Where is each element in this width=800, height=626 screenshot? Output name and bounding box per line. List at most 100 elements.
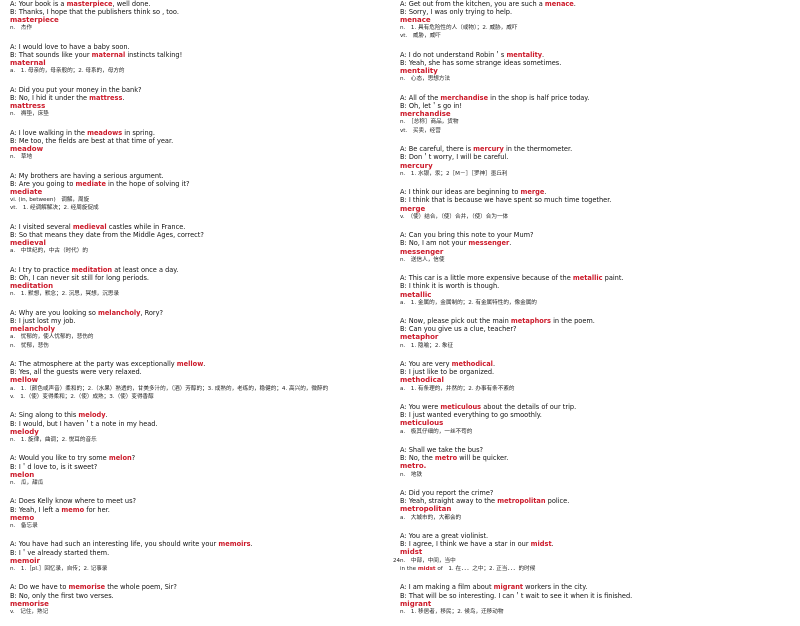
text-segment: . [122,94,125,103]
text-segment: B: Are you going to [10,180,76,189]
headword: memoir [10,556,40,565]
dialogue-line-b: B: I would, but I haven＇t a note in my h… [10,419,158,428]
definition: n. 瓜，甜瓜 [10,479,44,486]
entry-methodical: A: You are very methodical. B: I just lik… [400,360,788,392]
text-segment: A: This car is a little more expensive b… [400,274,573,283]
definition: vt. 买卖，经营 [400,127,441,134]
highlighted-word: meticulous [440,403,482,412]
entry-memorise: A: Do we have to memorise the whole poem… [10,583,398,615]
text-segment: in the thermometer. [503,145,573,154]
dialogue-line-a: A: I am making a film about migrant work… [400,583,788,591]
dialogue-line-a: A: This car is a little more expensive b… [400,274,788,282]
headword: medieval [10,239,46,248]
entry-melody: A: Sing along to this melody. B: I would,… [10,411,398,443]
text-segment: . [250,540,253,549]
headword: menace [400,16,431,25]
entry-metro: A: Shall we take the bus? B: No, the metr… [400,446,788,478]
definition: a. 中世纪的，中古（时代）的 [10,248,88,255]
text-segment: A: Would you like to try some [10,454,109,463]
highlighted-word: merchandise [440,94,489,103]
dialogue-line-b: B: Can you give us a clue, teacher? [400,325,517,334]
definition: n. 1. 旋律，曲调；2. 悦耳的音乐 [10,436,97,443]
dialogue-line-b: B: I think that is because we have spent… [400,196,612,205]
text-segment: A: I visited several [10,223,73,232]
highlighted-word: mercury [473,145,504,154]
dialogue-line-b: B: Yes, all the guests were very relaxed… [10,368,142,377]
headword: meadow [10,145,44,154]
text-segment: A: Did you put your money in the bank? [10,85,142,94]
text-segment: the whole poem, Sir? [105,583,177,592]
definition: n. 1. 水银，汞；2［M－］［罗神］墨丘利 [400,170,508,177]
dialogue-line-b: B: I think it is worth is though. [400,282,500,291]
definition: v. 记住，熟记 [10,608,49,615]
dialogue-line-b: B: No, only the first two verses. [10,591,114,600]
headword: mercury [400,161,433,170]
text-segment: at least once a day. [112,266,179,275]
highlighted-word: menace [544,0,574,8]
highlighted-word: meditation [71,266,113,275]
definition: a. 1. 有条理的，井然的；2. 办事有条不紊的 [400,385,515,392]
text-segment: A: Does Kelly know where to meet us? [10,497,137,506]
headword: meditation [10,282,54,291]
definition: a. 1.（颜色或声音）柔和的；2.（水果）熟透的，甘美多汁的，（酒）芳醇的；3… [10,385,329,392]
headword: melancholy [10,325,56,334]
entry-merchandise: A: All of the merchandise in the shop is… [400,94,788,135]
highlighted-word: maternal [91,51,126,60]
text-segment: A: I love walking in the [10,128,88,137]
entry-mercury: A: Be careful, there is mercury in the t… [400,145,788,177]
definition: n. ［总称］商品，货物 [400,119,459,126]
highlighted-word: metallic [572,274,603,283]
headword: memo [10,513,35,522]
highlighted-word: midst [530,540,552,549]
text-segment: A: Can you bring this note to your Mum? [400,231,534,240]
definition: vi. (in, between) 调解，周旋 [10,197,90,204]
text-segment: , Rory? [140,309,164,318]
text-segment: in spring. [122,128,155,137]
dialogue-line-a: A: Would you like to try some melon? [10,454,398,462]
entry-mattress: A: Did you put your money in the bank? B:… [10,86,398,118]
document-page: A: Your book is a masterpiece, well done… [10,0,788,615]
headword: mattress [10,102,46,111]
definition: n. 1. 具有危险性的人（或物）；2. 威胁，威吓 [400,25,518,32]
headword: midst [400,548,423,557]
highlighted-word: memo [61,505,85,514]
dialogue-line-a: A: You were meticulous about the details… [400,403,788,411]
text-segment: A: I think our ideas are beginning to [400,188,521,197]
dialogue-line-b: B: I＇d love to, is it sweet? [10,462,98,471]
entry-metaphor: A: Now, please pick out the main metapho… [400,317,788,349]
highlighted-word: memorise [68,583,106,592]
dialogue-line-a: A: I visited several medieval castles wh… [10,223,398,231]
highlighted-word: metro [434,454,458,463]
entry-memo: A: Does Kelly know where to meet us? B: Y… [10,497,398,529]
text-segment: B: Yeah, I left a [10,505,62,514]
text-segment: A: Sing along to this [10,411,79,420]
dialogue-line-a: A: I love walking in the meadows in spri… [10,129,398,137]
headword: masterpiece [10,16,59,25]
text-segment: A: Your book is a [10,0,67,8]
text-segment: . [551,540,554,549]
text-segment: A: I try to practice [10,266,72,275]
highlighted-word: melody [78,411,106,420]
entry-merge: A: I think our ideas are beginning to me… [400,188,788,220]
text-segment: . [573,0,576,8]
dialogue-line-a: A: Does Kelly know where to meet us? [10,497,398,505]
entry-memoir: A: You have had such an interesting life… [10,540,398,572]
dialogue-line-a: A: Now, please pick out the main metapho… [400,317,788,325]
page-number: 24 [393,558,400,564]
text-segment: police. [545,497,570,506]
headword: methodical [400,376,444,385]
text-segment: will be quicker. [457,454,509,463]
entry-masterpiece: A: Your book is a masterpiece, well done… [10,0,398,32]
entry-mentality: A: I do not understand Robin＇s mentality… [400,51,788,83]
dialogue-line-a: A: You are very methodical. [400,360,788,368]
text-segment: A: Shall we take the bus? [400,446,484,455]
text-segment: . [509,239,512,248]
entry-meticulous: A: You were meticulous about the details… [400,403,788,435]
headword: migrant [400,599,432,608]
highlighted-word: mattress [89,94,123,103]
text-segment: . [542,51,545,60]
highlighted-word: migrant [493,583,524,592]
highlighted-word: medieval [72,223,107,232]
dialogue-line-a: A: All of the merchandise in the shop is… [400,94,788,102]
entry-meditation: A: I try to practice meditation at least… [10,266,398,298]
